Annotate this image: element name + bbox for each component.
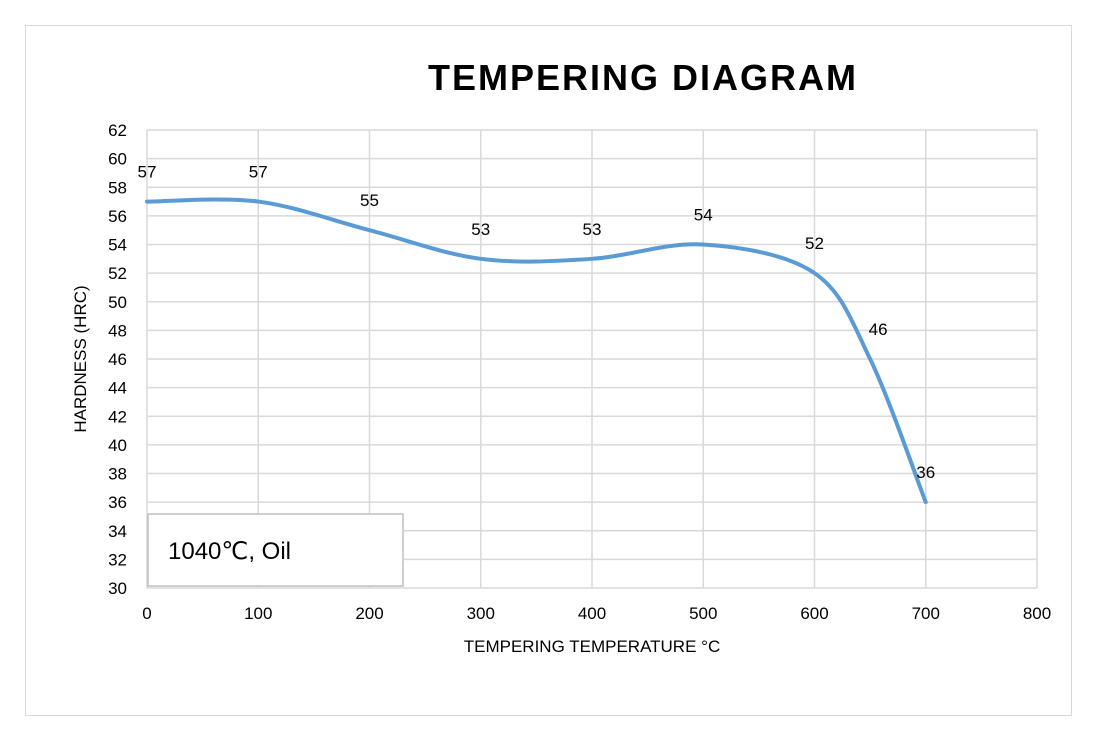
y-tick-label: 56: [108, 207, 127, 226]
data-label: 53: [583, 220, 602, 239]
x-tick-label: 0: [142, 604, 151, 623]
annotation-text: 1040℃, Oil: [168, 538, 291, 565]
y-tick-label: 42: [108, 407, 127, 426]
chart-frame: [25, 25, 1072, 716]
data-label: 54: [694, 206, 713, 225]
x-tick-label: 600: [800, 604, 828, 623]
data-label: 36: [916, 463, 935, 482]
data-label: 46: [869, 320, 888, 339]
y-axis-label: HARDNESS (HRC): [71, 285, 90, 432]
y-tick-label: 58: [108, 178, 127, 197]
data-label: 57: [249, 163, 268, 182]
x-tick-label: 500: [689, 604, 717, 623]
y-tick-label: 40: [108, 436, 127, 455]
y-tick-label: 38: [108, 465, 127, 484]
y-tick-label: 30: [108, 579, 127, 598]
x-tick-label: 100: [244, 604, 272, 623]
y-tick-label: 44: [108, 379, 127, 398]
y-tick-label: 32: [108, 550, 127, 569]
series-line: [145, 197, 928, 505]
data-label: 57: [138, 163, 157, 182]
y-tick-label: 62: [108, 121, 127, 140]
y-tick-label: 52: [108, 264, 127, 283]
y-tick-label: 48: [108, 321, 127, 340]
x-tick-label: 700: [912, 604, 940, 623]
y-tick-label: 34: [108, 522, 127, 541]
x-tick-label: 800: [1023, 604, 1051, 623]
x-axis-label: TEMPERING TEMPERATURE °C: [464, 637, 720, 656]
data-label: 53: [471, 220, 490, 239]
data-label: 52: [805, 234, 824, 253]
data-label: 55: [360, 191, 379, 210]
annotation-box: [147, 513, 404, 587]
x-tick-label: 200: [355, 604, 383, 623]
x-tick-label: 300: [467, 604, 495, 623]
y-tick-label: 60: [108, 150, 127, 169]
y-tick-label: 50: [108, 293, 127, 312]
x-tick-label: 400: [578, 604, 606, 623]
y-tick-label: 54: [108, 236, 127, 255]
chart-title: TEMPERING DIAGRAM: [428, 57, 858, 98]
y-tick-label: 36: [108, 493, 127, 512]
y-tick-label: 46: [108, 350, 127, 369]
